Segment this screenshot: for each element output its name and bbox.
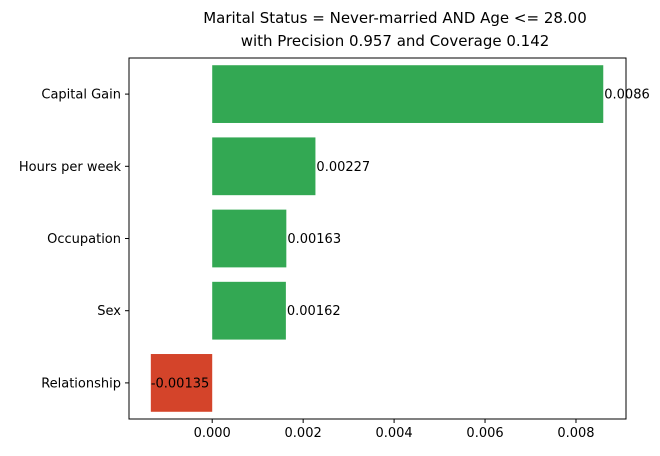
- x-tick-label: 0.002: [285, 426, 322, 441]
- data-label: 0.00227: [316, 160, 370, 175]
- bar-hours-per-week: [212, 137, 316, 196]
- data-label: 0.00163: [287, 232, 341, 247]
- bar-capital-gain: [212, 65, 604, 123]
- y-tick-label: Sex: [97, 304, 121, 319]
- x-tick-label: 0.000: [194, 426, 231, 441]
- x-tick-label: 0.008: [557, 426, 594, 441]
- data-label: 0.00162: [287, 304, 341, 319]
- x-tick-label: 0.004: [375, 426, 412, 441]
- data-label: -0.00135: [151, 376, 209, 391]
- bar-occupation: [212, 209, 287, 268]
- plot-frame: [128, 57, 627, 420]
- bar-sex: [212, 281, 286, 340]
- bar-relationship: [150, 354, 213, 412]
- data-label: 0.0086: [604, 88, 650, 103]
- plot-area: Capital Gain 0.0086 Hours per week 0.00227 O…: [19, 57, 650, 441]
- chart-title: Marital Status = Never-married AND Age <…: [203, 9, 587, 27]
- chart-subtitle: with Precision 0.957 and Coverage 0.142: [241, 32, 550, 50]
- y-tick-label: Capital Gain: [41, 88, 121, 103]
- y-tick-label: Occupation: [47, 232, 121, 247]
- y-tick-label: Relationship: [41, 376, 121, 391]
- y-tick-label: Hours per week: [19, 160, 122, 175]
- x-tick-label: 0.006: [466, 426, 503, 441]
